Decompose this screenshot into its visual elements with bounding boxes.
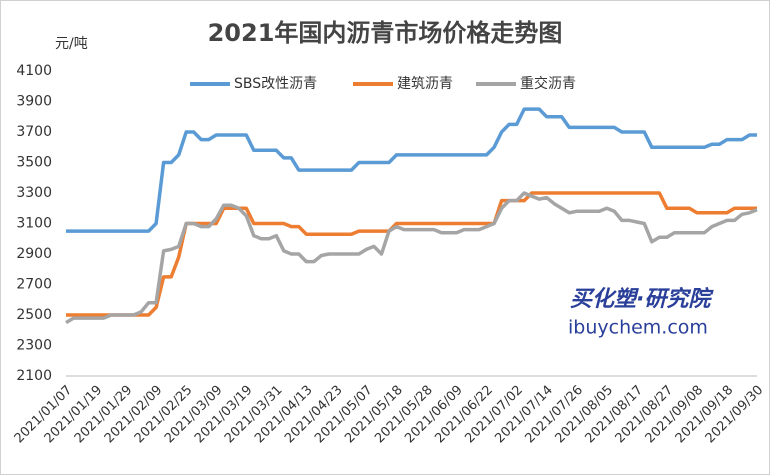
legend-label: 重交沥青 bbox=[520, 75, 576, 92]
y-tick-label: 3500 bbox=[16, 155, 52, 171]
y-tick-label: 2900 bbox=[16, 246, 52, 262]
y-tick-label: 3100 bbox=[16, 216, 52, 232]
watermark-url: ibuychem.com bbox=[568, 317, 708, 339]
series-line bbox=[66, 107, 757, 233]
y-tick-label: 3700 bbox=[16, 124, 52, 140]
y-axis-label: 元/吨 bbox=[55, 36, 88, 52]
y-tick-label: 2300 bbox=[16, 338, 52, 354]
y-tick-label: 4100 bbox=[16, 63, 52, 79]
y-tick-label: 2100 bbox=[16, 368, 52, 384]
watermark: 买化塑·研究院 bbox=[570, 286, 714, 312]
series-line bbox=[66, 191, 757, 317]
series-line bbox=[65, 191, 758, 325]
chart-title: 2021年国内沥青市场价格走势图 bbox=[208, 19, 563, 47]
legend-label: SBS改性沥青 bbox=[234, 76, 317, 92]
y-tick-label: 3300 bbox=[16, 185, 52, 201]
y-tick-label: 2500 bbox=[16, 307, 52, 323]
y-tick-label: 3900 bbox=[16, 94, 52, 110]
legend-label: 建筑沥青 bbox=[397, 76, 453, 92]
y-tick-label: 2700 bbox=[16, 277, 52, 293]
